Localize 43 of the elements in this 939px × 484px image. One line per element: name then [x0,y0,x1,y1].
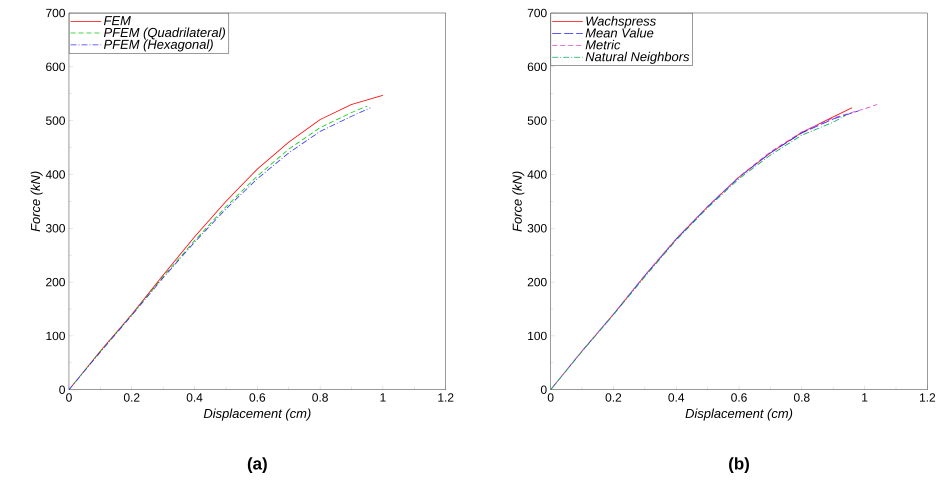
x-tick-label: 1.2 [438,393,454,402]
y-tick-label: 500 [46,116,65,126]
x-tick-label: 0.8 [312,393,328,402]
x-tick-label: 0 [66,393,72,402]
y-tick-label: 100 [46,332,65,340]
legend-label: Metric [586,40,620,50]
x-tick-label: 0.4 [668,393,684,402]
y-tick-label: 600 [46,62,65,72]
y-tick-label: 0 [540,386,547,394]
y-tick-label: 500 [528,116,547,126]
legend-label: PFEM (Quadrilateral) [104,28,226,40]
legend-label: Mean Value [586,28,654,38]
legend-label: PFEM (Hexagonal) [104,40,213,52]
legend-label: FEM [104,16,131,26]
y-tick-label: 400 [46,170,65,179]
y-tick-label: 0 [59,386,65,394]
x-tick-label: 1.2 [920,393,936,402]
x-tick-label: 0.4 [186,393,202,402]
y-tick-label: 700 [46,8,65,18]
y-tick-label: 200 [46,278,65,286]
x-tick-label: 0.2 [606,393,622,402]
y-tick-label: 300 [528,224,547,233]
x-axis-title: Displacement (cm) [204,408,310,421]
x-tick-label: 0.8 [794,393,810,402]
y-axis-title: Force (kN) [512,172,524,232]
y-tick-label: 300 [46,224,65,233]
legend-label: Natural Neighbors [586,52,690,64]
y-tick-label: 100 [528,332,547,340]
text: (a) [248,457,267,474]
x-tick-label: 1 [380,393,386,402]
x-tick-label: 0 [548,393,554,402]
text: (b) [729,457,749,474]
x-tick-label: 1 [862,393,868,402]
legend-label: Wachspress [586,16,656,28]
x-tick-label: 0.2 [124,393,140,402]
y-tick-label: 700 [528,8,547,18]
y-tick-label: 600 [528,62,547,72]
y-tick-label: 200 [528,278,547,286]
x-tick-label: 0.6 [249,393,266,402]
y-axis-title: Force (kN) [30,172,43,232]
x-tick-label: 0.6 [731,393,747,402]
y-tick-label: 400 [527,170,547,179]
x-axis-title: Displacement (cm) [685,408,792,421]
